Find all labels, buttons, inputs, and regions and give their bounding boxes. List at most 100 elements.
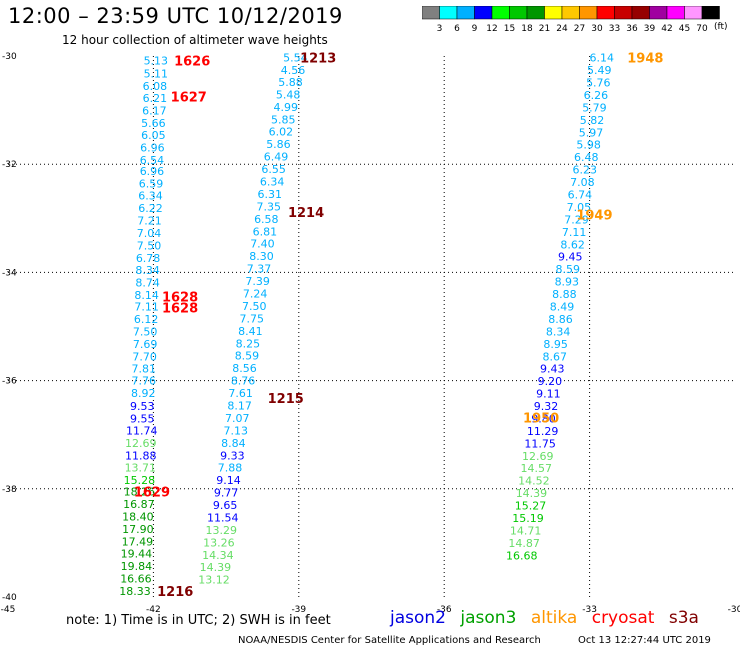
wave-height-value: 7.39 <box>245 275 270 288</box>
y-tick-label: -30 <box>2 52 17 62</box>
wave-height-value: 8.30 <box>249 250 274 263</box>
legend-tick-label: 21 <box>539 24 550 34</box>
wave-height-value: 8.86 <box>548 313 573 326</box>
pass-time-label: 1627 <box>171 91 207 106</box>
wave-height-value: 14.39 <box>516 487 548 500</box>
wave-height-value: 9.20 <box>538 375 563 388</box>
wave-height-value: 8.56 <box>232 362 257 375</box>
pass-time-label: 1213 <box>300 52 336 67</box>
wave-height-value: 6.78 <box>136 252 161 265</box>
x-tick-label: -30 <box>728 605 740 615</box>
wave-height-value: 13.29 <box>206 524 238 537</box>
wave-height-value: 8.34 <box>135 264 160 277</box>
wave-height-value: 4.99 <box>273 101 298 114</box>
legend-cryosat: cryosat <box>591 608 655 628</box>
wave-height-value: 9.14 <box>216 474 241 487</box>
wave-height-value: 5.54 <box>283 52 308 65</box>
wave-height-value: 13.26 <box>203 536 235 549</box>
legend-unit-label: (ft) <box>714 22 728 32</box>
wave-height-value: 7.08 <box>570 176 595 189</box>
pass-time-label: 1626 <box>174 54 210 69</box>
wave-height-value: 7.05 <box>567 201 592 214</box>
wave-height-value: 6.31 <box>257 188 282 201</box>
wave-height-value: 11.29 <box>527 425 559 438</box>
wave-height-value: 13.12 <box>198 574 230 587</box>
wave-height-value: 15.27 <box>515 500 547 513</box>
wave-height-value: 7.13 <box>224 424 249 437</box>
wave-height-value: 8.84 <box>221 437 246 450</box>
wave-height-value: 12.69 <box>522 450 554 463</box>
wave-height-value: 7.11 <box>134 300 159 313</box>
wave-height-value: 9.77 <box>214 487 239 500</box>
wave-height-value: 8.95 <box>543 338 568 351</box>
x-tick-label: -42 <box>146 605 161 615</box>
legend-tick-label: 70 <box>696 24 708 34</box>
wave-height-value: 18.40 <box>122 510 154 523</box>
wave-height-value: 9.32 <box>534 400 559 413</box>
pass-time-label: 1628 <box>162 302 198 317</box>
wave-height-value: 6.81 <box>253 225 278 238</box>
legend-tick-label: 42 <box>661 24 672 34</box>
wave-height-value: 6.02 <box>269 126 294 139</box>
color-scale-legend: 3 6 9 12 15 18 21 24 27 30 33 36 39 42 45 70 <box>422 6 720 34</box>
pass-time-label: 1214 <box>288 206 324 221</box>
legend-tick-label: 27 <box>574 24 585 34</box>
wave-height-value: 6.34 <box>138 190 163 203</box>
wave-height-value: 8.41 <box>238 325 263 338</box>
y-tick-label: -32 <box>2 160 17 170</box>
wave-height-value: 16.68 <box>506 549 538 562</box>
wave-height-value: 11.54 <box>207 511 239 524</box>
wave-height-value: 6.96 <box>140 141 165 154</box>
wave-height-value: 14.87 <box>508 537 540 550</box>
wave-height-value: 7.75 <box>240 312 265 325</box>
wave-height-value: 8.76 <box>231 375 256 388</box>
wave-height-value: 17.90 <box>122 523 154 536</box>
wave-height-value: 7.50 <box>133 325 158 338</box>
wave-height-value: 6.12 <box>134 313 159 326</box>
wave-height-value: 7.50 <box>137 239 162 252</box>
wave-height-value: 4.56 <box>281 64 306 77</box>
wave-height-value: 9.11 <box>536 388 561 401</box>
wave-height-value: 5.79 <box>582 101 607 114</box>
wave-height-value: 5.66 <box>141 117 166 130</box>
legend-tick-label: 3 <box>437 24 443 34</box>
wave-height-value: 7.04 <box>137 227 162 240</box>
legend-tick-label: 45 <box>679 24 690 34</box>
wave-height-value: 16.66 <box>120 573 152 586</box>
wave-height-value: 9.80 <box>531 412 556 425</box>
wave-height-value: 18.26 <box>124 486 156 499</box>
pass-time-label: 1950 <box>523 411 559 426</box>
y-tick-label: -40 <box>2 593 17 603</box>
wave-height-value: 6.34 <box>260 176 285 189</box>
wave-height-value: 6.49 <box>264 151 289 164</box>
timestamp-footer: Oct 13 12:27:44 UTC 2019 <box>578 635 711 646</box>
wave-height-value: 8.59 <box>556 263 581 276</box>
legend-jason3: jason3 <box>460 608 517 628</box>
wave-height-value: 14.57 <box>521 462 553 475</box>
wave-height-value: 9.53 <box>130 400 155 413</box>
pass-time-label: 1948 <box>627 52 663 67</box>
wave-height-value: 6.59 <box>139 178 164 191</box>
wave-height-value: 11.88 <box>125 449 157 462</box>
wave-height-value: 8.49 <box>550 300 575 313</box>
wave-height-value: 11.74 <box>126 424 158 437</box>
wave-height-value: 8.74 <box>135 277 160 290</box>
wave-height-value: 7.24 <box>243 287 268 300</box>
wave-height-value: 7.76 <box>131 375 156 388</box>
credit-footer: NOAA/NESDIS Center for Satellite Applica… <box>238 635 541 646</box>
wave-height-value: 7.61 <box>228 387 253 400</box>
legend-tick-label: 18 <box>521 24 533 34</box>
wave-height-value: 9.45 <box>558 251 583 264</box>
wave-height-value: 14.71 <box>510 524 542 537</box>
wave-height-value: 6.23 <box>573 164 598 177</box>
wave-height-value: 9.55 <box>130 412 155 425</box>
wave-height-value: 9.33 <box>220 449 245 462</box>
chart-subtitle: 12 hour collection of altimeter wave hei… <box>62 33 328 47</box>
wave-height-value: 6.26 <box>584 89 609 102</box>
wave-height-value: 6.96 <box>140 165 165 178</box>
wave-height-value: 6.55 <box>261 163 286 176</box>
wave-height-value: 8.93 <box>555 276 580 289</box>
wave-height-value: 5.11 <box>144 67 169 80</box>
wave-height-value: 6.54 <box>140 154 165 167</box>
